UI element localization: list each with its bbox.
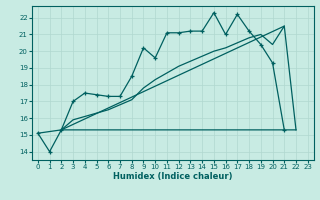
X-axis label: Humidex (Indice chaleur): Humidex (Indice chaleur): [113, 172, 233, 181]
